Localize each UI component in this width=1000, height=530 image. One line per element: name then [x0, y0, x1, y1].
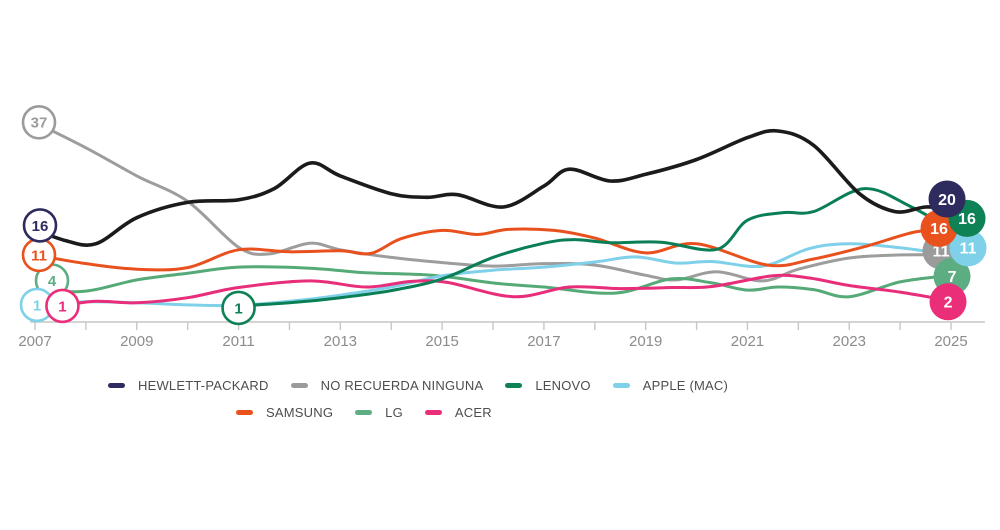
- legend-swatch-icon: [290, 382, 308, 389]
- legend-item-samsung: SAMSUNG: [236, 405, 333, 420]
- legend-label: HEWLETT-PACKARD: [138, 378, 269, 393]
- legend-item-acer: ACER: [424, 405, 492, 420]
- x-axis-label-2009: 2009: [120, 333, 153, 350]
- legend-label: LENOVO: [535, 378, 591, 393]
- start-badge-lenovo: 1: [221, 290, 256, 326]
- legend-row-2: SAMSUNG LG ACER: [236, 399, 750, 426]
- svg-text:4: 4: [48, 273, 57, 290]
- svg-text:1: 1: [33, 297, 41, 314]
- start-badge-no-recuerda: 37: [21, 105, 57, 140]
- start-badge-acer: 1: [45, 288, 80, 324]
- legend-item-lenovo: LENOVO: [505, 378, 591, 393]
- x-axis-label-2021: 2021: [731, 333, 764, 350]
- legend-swatch-icon: [236, 409, 253, 416]
- legend-swatch-icon: [505, 382, 523, 389]
- series-line-hewlett-packard: [33, 128, 953, 247]
- legend-label: ACER: [454, 405, 492, 420]
- legend-swatch-icon: [612, 382, 630, 389]
- svg-text:16: 16: [958, 211, 976, 228]
- legend-item-lg: LG: [355, 405, 403, 420]
- x-axis-label-2019: 2019: [629, 333, 662, 350]
- svg-text:11: 11: [960, 241, 977, 258]
- x-axis-label-2017: 2017: [527, 333, 560, 350]
- svg-text:16: 16: [32, 218, 49, 235]
- svg-text:16: 16: [930, 221, 948, 238]
- series-line-lg: [33, 265, 953, 299]
- series-line-samsung: [33, 227, 953, 272]
- trend-chart-canvas: 2007 2009 2011 2013 2015 2017 2019 2021 2023 2025…: [18, 105, 987, 350]
- end-badge-hewlett-packard: 20: [928, 180, 966, 218]
- legend-row-1: HEWLETT-PACKARD NO RECUERDA NINGUNA LENOVO…: [108, 372, 750, 399]
- x-axis-label-2023: 2023: [833, 333, 866, 350]
- svg-text:11: 11: [31, 247, 47, 264]
- legend-item-apple: APPLE (MAC): [612, 378, 728, 393]
- svg-text:1: 1: [58, 298, 66, 315]
- legend-label: NO RECUERDA NINGUNA: [320, 378, 484, 393]
- end-badge-acer: 2: [929, 283, 967, 321]
- svg-text:7: 7: [948, 269, 957, 286]
- series-line-apple: [33, 242, 953, 308]
- legend-swatch-icon: [355, 409, 373, 416]
- legend-item-no-recuerda: NO RECUERDA NINGUNA: [290, 378, 484, 393]
- x-axis-label-2015: 2015: [425, 333, 458, 350]
- series-line-no-recuerda: [33, 120, 953, 283]
- svg-text:20: 20: [938, 192, 956, 209]
- x-axis-label-2025: 2025: [934, 333, 967, 350]
- x-axis-label-2007: 2007: [18, 333, 51, 350]
- legend-label: APPLE (MAC): [642, 378, 728, 393]
- legend-item-hewlett-packard: HEWLETT-PACKARD: [108, 378, 269, 393]
- svg-text:37: 37: [31, 115, 48, 132]
- x-axis-label-2011: 2011: [222, 333, 254, 350]
- x-axis-label-2013: 2013: [324, 333, 357, 350]
- series-line-lenovo: [237, 187, 953, 308]
- svg-text:1: 1: [234, 300, 242, 317]
- svg-text:11: 11: [933, 244, 950, 261]
- chart-legend: HEWLETT-PACKARD NO RECUERDA NINGUNA LENOVO…: [108, 372, 750, 426]
- legend-swatch-icon: [108, 382, 125, 389]
- start-badge-samsung: 11: [21, 237, 57, 273]
- legend-label: SAMSUNG: [266, 405, 334, 420]
- start-badge-hewlett-packard: 16: [22, 208, 58, 243]
- series-line-acer: [58, 273, 953, 308]
- legend-swatch-icon: [424, 409, 442, 416]
- end-badge-apple: 11: [949, 229, 987, 267]
- legend-label: LG: [385, 405, 403, 420]
- end-badge-samsung: 16: [920, 209, 958, 247]
- svg-text:2: 2: [944, 295, 953, 312]
